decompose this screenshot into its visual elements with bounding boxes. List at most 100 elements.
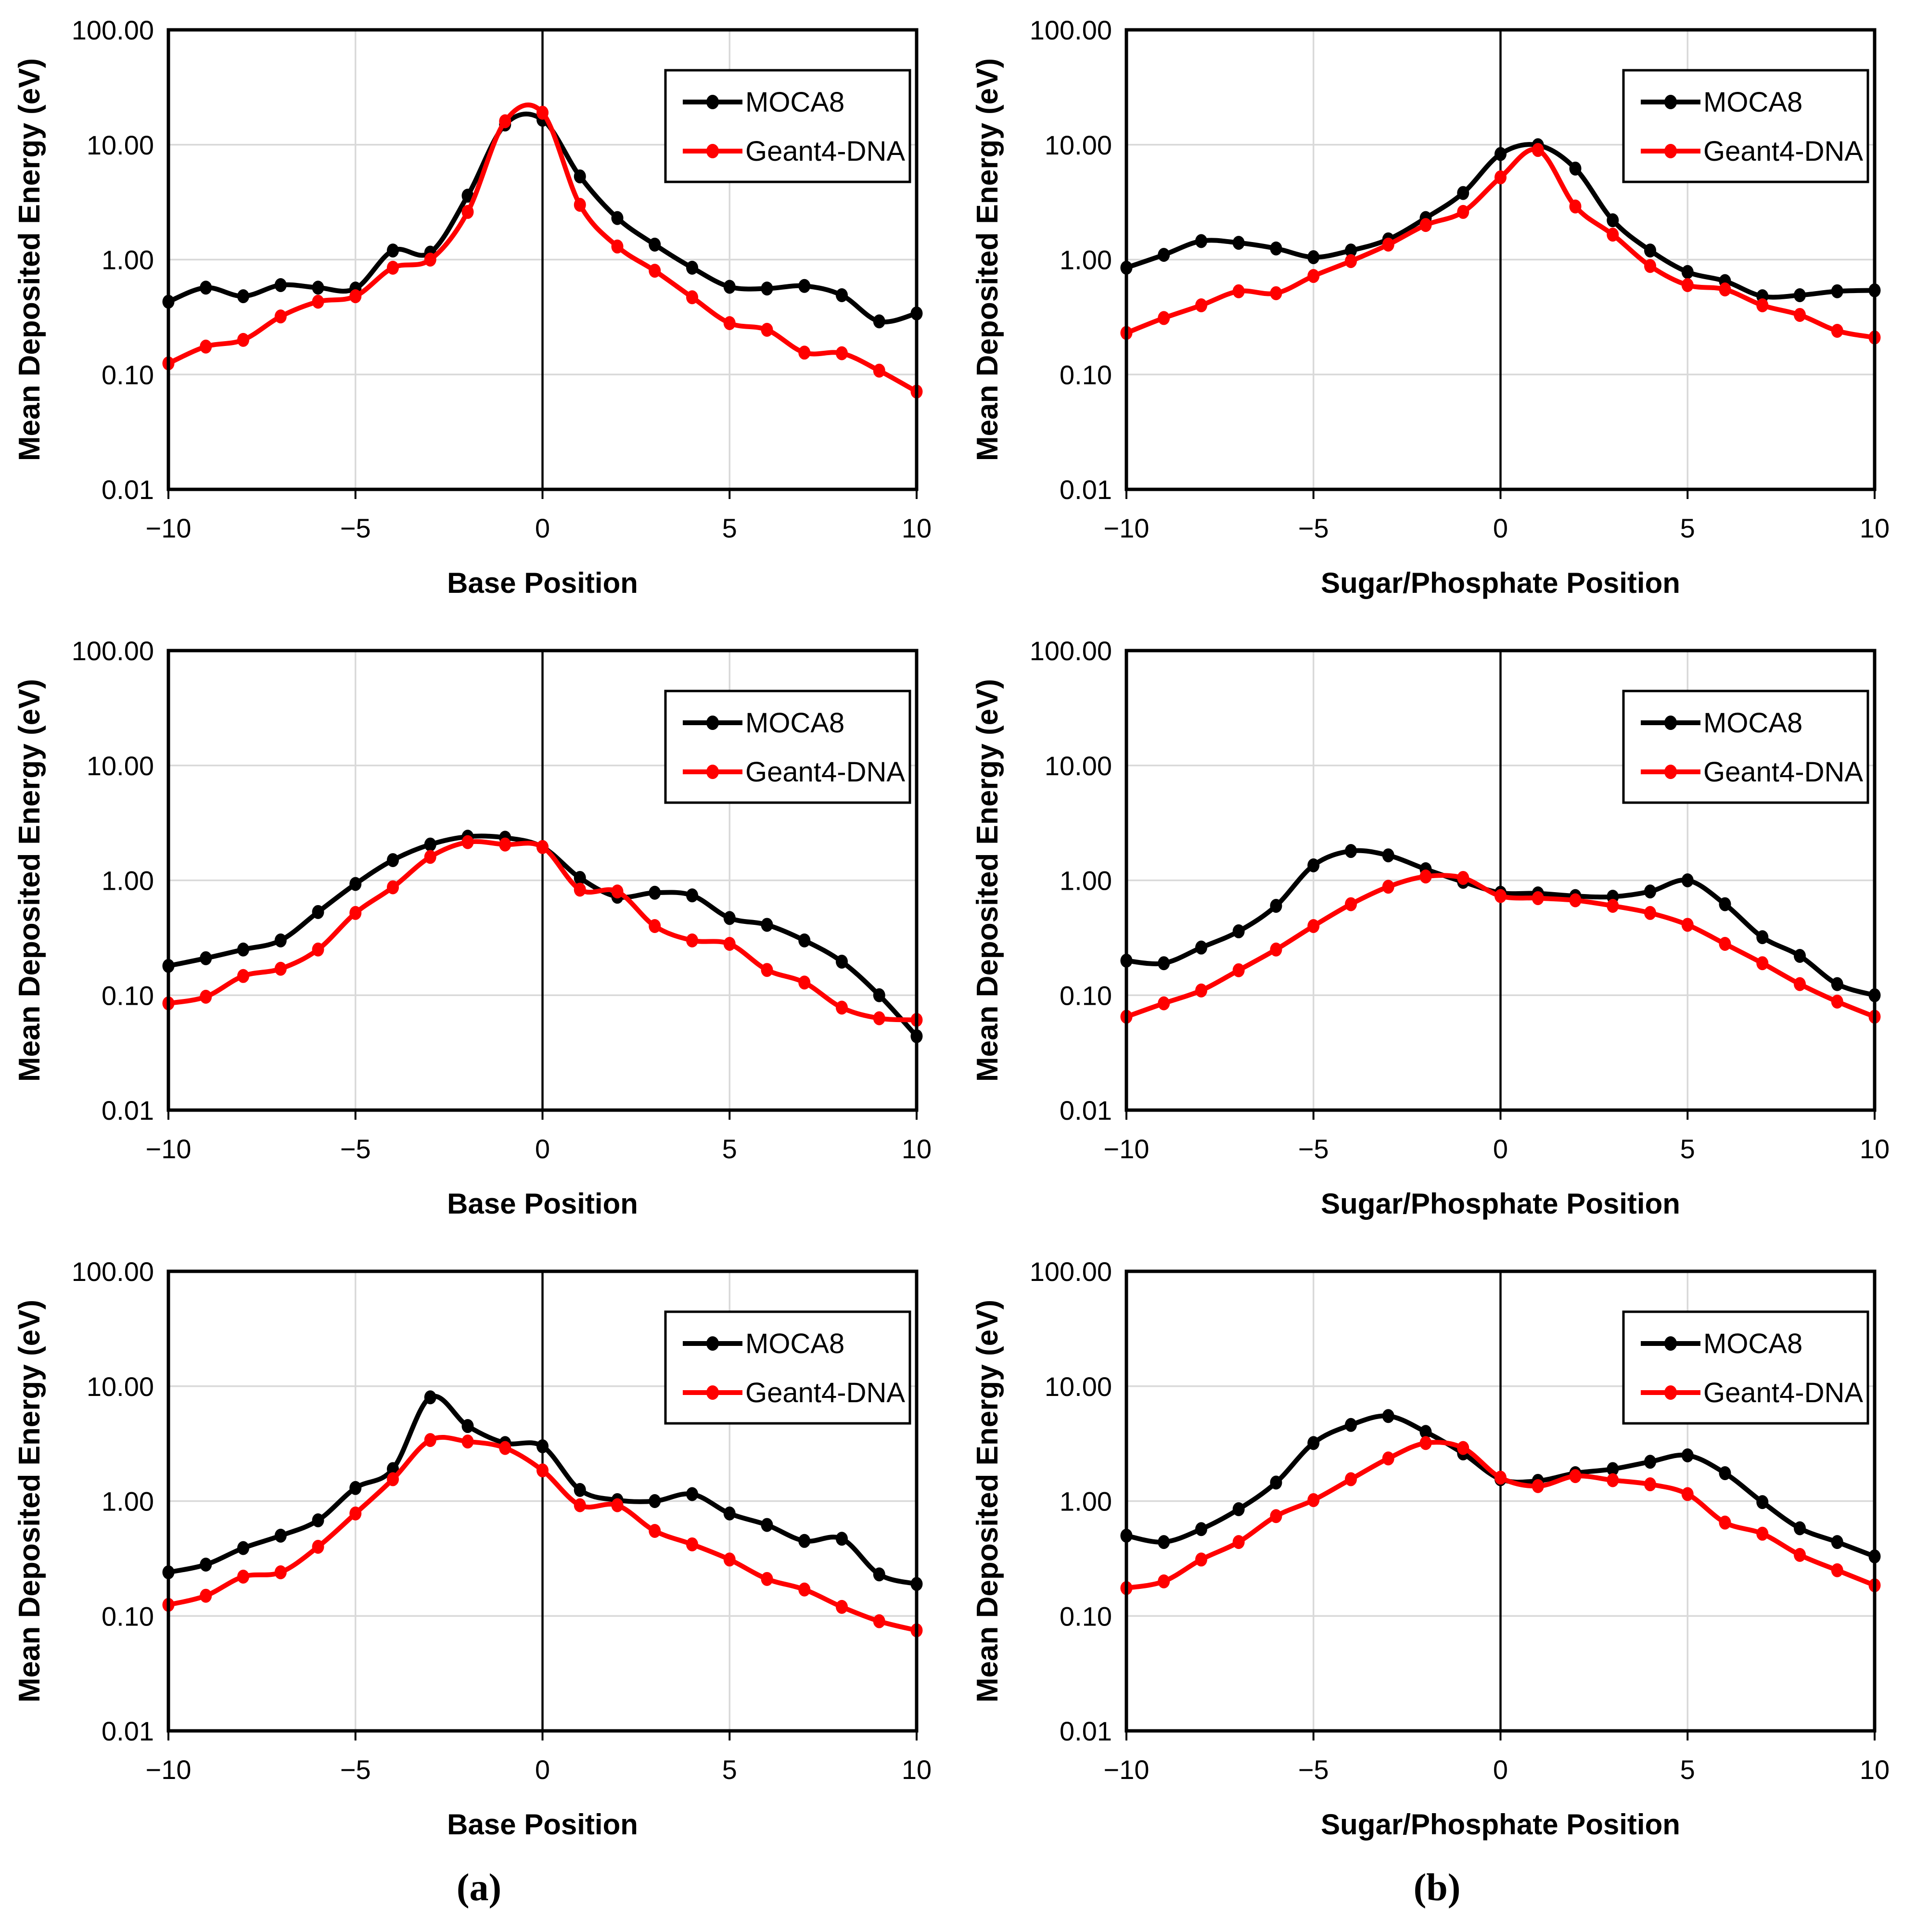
series-MOCA8-marker-x-9 xyxy=(1158,1535,1170,1549)
series-MOCA8-marker-x-2 xyxy=(1419,1425,1432,1439)
series-Geant4-DNA-marker-x-3 xyxy=(1382,237,1394,252)
series-Geant4-DNA-marker-x-8 xyxy=(237,969,249,983)
series-Geant4-DNA-marker-x-3 xyxy=(424,850,436,864)
series-Geant4-DNA-marker-x4 xyxy=(686,933,698,947)
y-tick-label-100.00: 100.00 xyxy=(72,1256,154,1287)
series-Geant4-DNA-marker-x4 xyxy=(686,290,698,305)
legend-box xyxy=(1622,690,1869,804)
series-Geant4-DNA-marker-x4 xyxy=(686,1537,698,1551)
series-Geant4-DNA-marker-x-8 xyxy=(1195,983,1207,998)
series-MOCA8-marker-x-8 xyxy=(1195,940,1207,955)
series-MOCA8-marker-x3 xyxy=(649,237,661,252)
series-Geant4-DNA-marker-x-9 xyxy=(1158,1574,1170,1588)
series-MOCA8-marker-x5 xyxy=(1681,1448,1694,1462)
series-Geant4-DNA-marker-x3 xyxy=(1607,898,1619,913)
series-Geant4-DNA-marker-x0 xyxy=(536,105,549,120)
legend-marker-MOCA8 xyxy=(1664,716,1677,730)
x-tick-label--10: −10 xyxy=(146,1754,192,1785)
x-axis-title: Sugar/Phosphate Position xyxy=(1321,1808,1680,1841)
x-tick-label--5: −5 xyxy=(1298,513,1329,543)
series-Geant4-DNA-marker-x-3 xyxy=(424,253,436,267)
legend-marker-Geant4-DNA xyxy=(706,144,719,158)
y-tick-label-100.00: 100.00 xyxy=(72,15,154,45)
legend: MOCA8 Geant4-DNA xyxy=(664,690,911,804)
series-MOCA8-marker-x5 xyxy=(723,1506,736,1521)
series-Geant4-DNA-marker-x8 xyxy=(1794,977,1806,991)
y-tick-label-1.00: 1.00 xyxy=(1060,245,1112,275)
x-tick-label--10: −10 xyxy=(1104,1134,1150,1164)
series-MOCA8-marker-x4 xyxy=(1644,243,1656,258)
chart-base-position-row3: 100.00 10.00 1.00 0.10 0.01 −10 −5 0 5 10 Mean Dep… xyxy=(0,1241,958,1862)
series-MOCA8-marker-x-1 xyxy=(1457,186,1469,200)
x-tick-label-10: 10 xyxy=(1860,1134,1890,1164)
legend: MOCA8 Geant4-DNA xyxy=(664,1310,911,1425)
series-Geant4-DNA-marker-x-2 xyxy=(1419,870,1432,884)
series-Geant4-DNA-marker-x8 xyxy=(836,1000,848,1015)
series-MOCA8-marker-x-4 xyxy=(1345,1418,1357,1432)
series-Geant4-DNA-marker-x-3 xyxy=(1382,880,1394,894)
series-MOCA8-marker-x-7 xyxy=(274,933,287,947)
series-Geant4-DNA-marker-x8 xyxy=(1794,1548,1806,1562)
series-Geant4-DNA-marker-x5 xyxy=(1681,278,1694,292)
series-MOCA8-marker-x7 xyxy=(798,933,811,947)
legend-marker-MOCA8 xyxy=(1664,95,1677,109)
chart-cell-top-right: 100.00 10.00 1.00 0.10 0.01 −10 −5 0 5 10 Mean Dep… xyxy=(958,0,1916,621)
series-MOCA8-marker-x5 xyxy=(1681,265,1694,279)
series-Geant4-DNA-marker-x-4 xyxy=(1345,1472,1357,1486)
series-MOCA8-marker-x-7 xyxy=(1232,924,1245,938)
y-tick-label-1.00: 1.00 xyxy=(1060,866,1112,896)
series-MOCA8-marker-x2 xyxy=(611,211,624,225)
legend-marker-MOCA8 xyxy=(706,1336,719,1351)
series-MOCA8-marker-x-3 xyxy=(424,837,436,852)
series-MOCA8-marker-x7 xyxy=(1756,930,1769,945)
series-Geant4-DNA-marker-x-8 xyxy=(237,1569,249,1584)
series-MOCA8-marker-x6 xyxy=(1719,1466,1731,1480)
legend-marker-Geant4-DNA xyxy=(1664,765,1677,779)
series-Geant4-DNA-marker-x-7 xyxy=(274,1565,287,1579)
legend-box xyxy=(1622,69,1869,183)
series-MOCA8-marker-x9 xyxy=(873,314,885,329)
series-MOCA8-marker-x-5 xyxy=(349,1481,362,1495)
series-Geant4-DNA-marker-x-8 xyxy=(237,333,249,347)
series-MOCA8-marker-x6 xyxy=(761,918,773,932)
series-Geant4-DNA-marker-x2 xyxy=(611,884,624,899)
x-tick-label-5: 5 xyxy=(722,1134,737,1164)
legend-box xyxy=(664,1310,911,1425)
series-Geant4-DNA-marker-x5 xyxy=(1681,918,1694,932)
series-MOCA8-marker-x9 xyxy=(1831,284,1843,298)
series-Geant4-DNA-marker-x3 xyxy=(1607,228,1619,242)
y-tick-label-0.01: 0.01 xyxy=(102,1716,154,1746)
series-MOCA8-marker-x8 xyxy=(836,1532,848,1546)
series-Geant4-DNA-marker-x-9 xyxy=(1158,311,1170,325)
legend-box xyxy=(664,69,911,183)
legend: MOCA8 Geant4-DNA xyxy=(1622,1310,1869,1425)
y-tick-label-0.10: 0.10 xyxy=(1060,980,1112,1011)
series-Geant4-DNA-marker-x6 xyxy=(761,1572,773,1586)
series-MOCA8-marker-x6 xyxy=(761,281,773,296)
series-MOCA8-marker-x-4 xyxy=(1345,243,1357,258)
caption-b: (b) xyxy=(958,1862,1916,1932)
series-Geant4-DNA-marker-x9 xyxy=(1831,995,1843,1009)
caption-a-label: (a) xyxy=(456,1867,502,1909)
series-Geant4-DNA-marker-x5 xyxy=(1681,1487,1694,1501)
legend-label-MOCA8: MOCA8 xyxy=(745,87,844,118)
series-MOCA8-marker-x-5 xyxy=(1307,1436,1320,1450)
series-Geant4-DNA-marker-x5 xyxy=(723,936,736,951)
series-Geant4-DNA-marker-x1 xyxy=(1532,1479,1544,1493)
series-Geant4-DNA-marker-x7 xyxy=(798,975,811,990)
series-MOCA8-marker-x-7 xyxy=(274,278,287,292)
chart-cell-bottom-left: 100.00 10.00 1.00 0.10 0.01 −10 −5 0 5 10 Mean Dep… xyxy=(0,1241,958,1862)
series-MOCA8-marker-x3 xyxy=(649,1494,661,1508)
series-Geant4-DNA-marker-x2 xyxy=(1569,1469,1582,1484)
chart-cell-bottom-right: 100.00 10.00 1.00 0.10 0.01 −10 −5 0 5 10 Mean Dep… xyxy=(958,1241,1916,1862)
x-tick-label-5: 5 xyxy=(1680,513,1695,543)
series-MOCA8-marker-x-9 xyxy=(1158,248,1170,262)
chart-sugar-phosphate-position-row3: 100.00 10.00 1.00 0.10 0.01 −10 −5 0 5 10 Mean Dep… xyxy=(958,1241,1916,1862)
y-tick-label-100.00: 100.00 xyxy=(1030,1256,1112,1287)
series-MOCA8-marker-x-2 xyxy=(461,1419,474,1433)
y-tick-label-10.00: 10.00 xyxy=(87,751,154,781)
series-MOCA8-marker-x-4 xyxy=(387,853,399,867)
series-MOCA8-marker-x-9 xyxy=(200,951,212,965)
series-MOCA8-marker-x8 xyxy=(1794,1521,1806,1535)
series-MOCA8-marker-x-5 xyxy=(1307,250,1320,264)
